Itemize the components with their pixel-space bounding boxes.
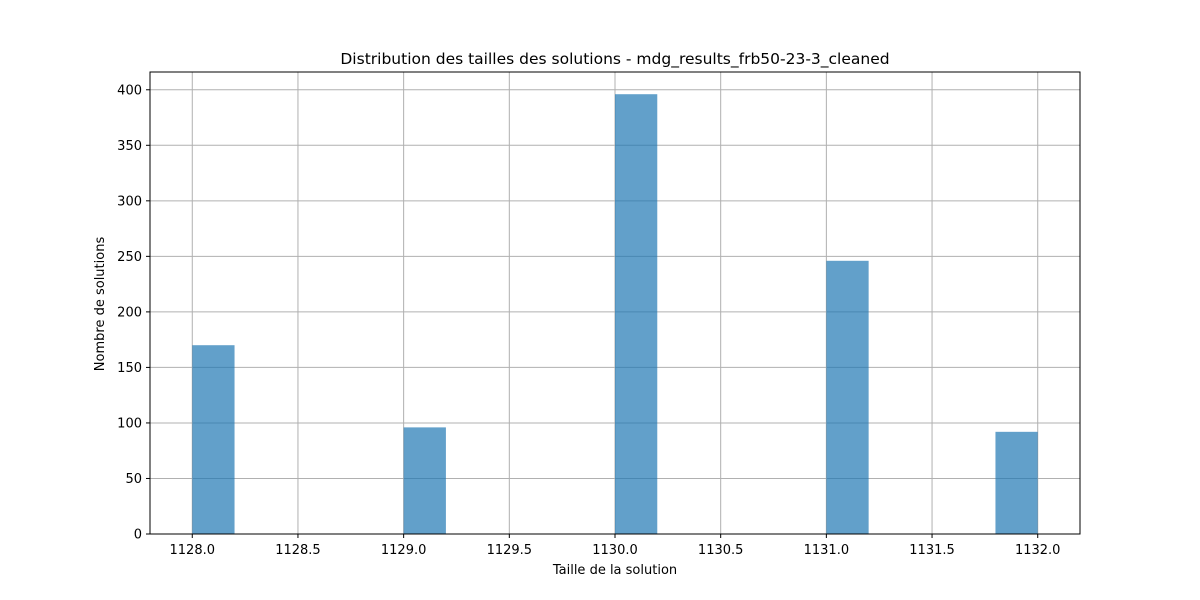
y-tick-label: 300 [117,194,142,209]
y-axis-label: Nombre de solutions [93,237,108,372]
y-axis-ticks: 0 50 100 150 200 250 300 350 400 [117,83,150,543]
y-tick-label: 250 [117,250,142,265]
bars [192,94,1038,534]
y-tick-label: 350 [117,139,142,154]
x-tick-label: 1128.0 [170,543,216,558]
histogram-bar [403,427,446,534]
y-tick-label: 50 [125,472,142,487]
x-tick-label: 1131.5 [909,543,955,558]
y-tick-label: 100 [117,416,142,431]
x-tick-label: 1130.5 [698,543,744,558]
x-tick-label: 1131.0 [804,543,850,558]
histogram-bar [192,345,235,534]
x-tick-label: 1129.5 [487,543,533,558]
x-axis-ticks: 1128.0 1128.5 1129.0 1129.5 1130.0 1130.5 1131… [170,534,1061,558]
y-tick-label: 0 [134,528,142,543]
y-tick-label: 200 [117,305,142,320]
x-tick-label: 1132.0 [1015,543,1061,558]
x-axis-label: Taille de la solution [552,563,677,578]
x-tick-label: 1129.0 [381,543,427,558]
histogram-bar [995,431,1038,534]
y-tick-label: 150 [117,361,142,376]
x-tick-label: 1130.0 [592,543,638,558]
y-tick-label: 400 [117,83,142,98]
chart-title: Distribution des tailles des solutions -… [340,50,889,69]
histogram-bar [826,260,869,534]
histogram-bar [615,94,658,534]
x-tick-label: 1128.5 [275,543,321,558]
